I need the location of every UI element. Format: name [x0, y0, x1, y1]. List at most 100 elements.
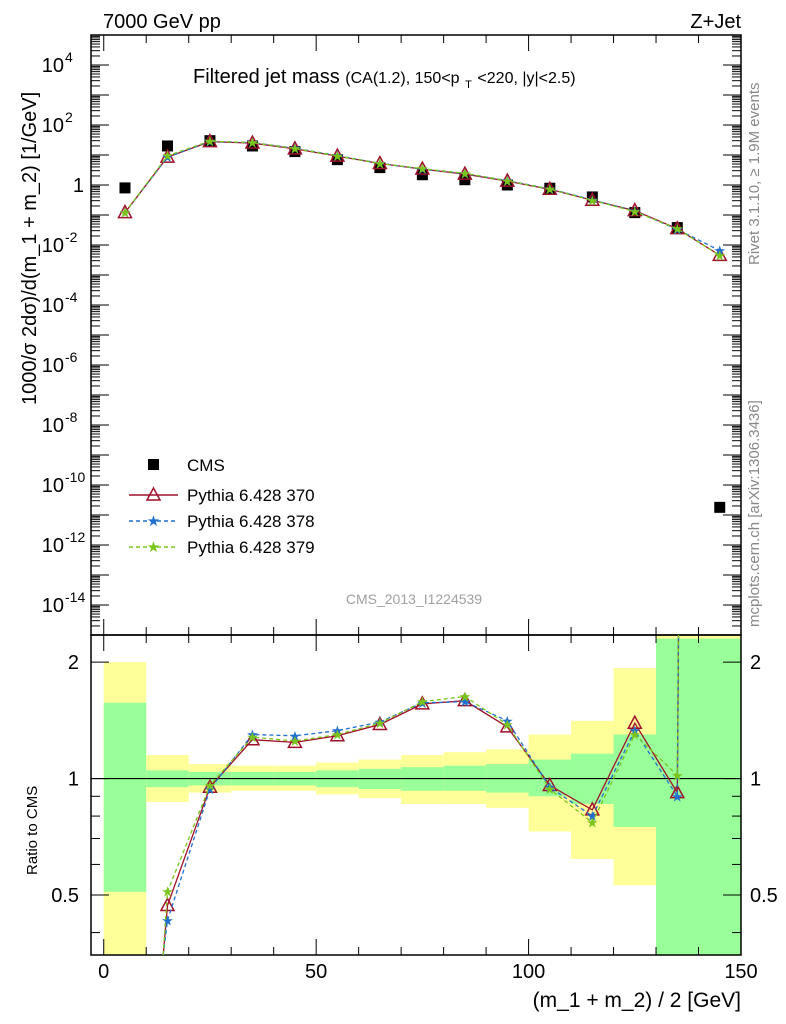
ratio-point-p378: ★	[246, 726, 259, 742]
main-y-tick-exponent: -14	[65, 589, 85, 605]
cms-point	[161, 140, 173, 152]
main-y-tick-label: 10	[42, 355, 64, 377]
point-p379: ★	[416, 161, 429, 177]
main-y-tick-exponent: 2	[65, 109, 73, 125]
plot-title-cuts-sub: T	[465, 79, 472, 91]
point-p379: ★	[671, 221, 684, 237]
legend-label-p379: Pythia 6.428 379	[187, 538, 315, 557]
series-line-p370	[124, 140, 721, 256]
legend-label-p370: Pythia 6.428 370	[187, 486, 315, 505]
point-p379: ★	[459, 165, 472, 181]
main-y-tick-label: 10	[42, 535, 64, 557]
ratio-point-p378: ★	[501, 713, 514, 729]
series-line-p378	[124, 140, 721, 252]
legend-marker-p370	[145, 486, 162, 501]
point-p370	[117, 204, 133, 219]
cms-point	[586, 191, 598, 203]
ratio-axis-ticks: 0.5 0.5 1 1 2 2 0 50 100 150	[51, 635, 778, 983]
ratio-point-p370	[159, 896, 176, 912]
ratio-point-p378: ★	[459, 694, 472, 710]
point-p370	[711, 246, 728, 262]
ratio-line-p379	[162, 634, 680, 956]
main-y-tick-label: 10	[42, 595, 64, 617]
point-p379: ★	[246, 135, 259, 151]
legend-marker-p379: ★	[147, 539, 160, 556]
main-y-tick-exponent: -2	[65, 229, 78, 245]
x-tick-label: 150	[724, 961, 757, 983]
point-p379: ★	[331, 148, 344, 164]
ratio-point-p379: ★	[586, 815, 599, 831]
ratio-point-p378: ★	[161, 912, 174, 928]
ratio-point-p370	[669, 784, 686, 799]
point-p378: ★	[331, 148, 344, 164]
main-y-tick-label: 10	[42, 235, 64, 257]
ratio-y-tick-label-left: 0.5	[51, 885, 79, 907]
cms-point	[374, 162, 386, 174]
main-y-tick-label: 10	[42, 295, 64, 317]
cms-point	[544, 182, 556, 194]
plot-title-cuts-pre: (CA(1.2), 150<p	[345, 70, 459, 87]
ratio-point-p370	[372, 715, 388, 731]
legend-label-p378: Pythia 6.428 378	[187, 512, 315, 531]
ratio-point-p379: ★	[671, 767, 684, 783]
legend-label-cms: CMS	[187, 456, 225, 475]
point-p379: ★	[289, 140, 302, 156]
ratio-point-p379: ★	[416, 694, 429, 710]
main-y-axis-label: 1000/σ 2dσ)/d(m_1 + m_2) [1/GeV]	[19, 92, 41, 405]
cms-point	[289, 146, 301, 158]
ratio-frame	[90, 634, 742, 956]
main-y-tick-label: 10	[42, 415, 64, 437]
point-p379: ★	[501, 173, 514, 189]
cms-point	[629, 207, 641, 219]
main-series: ★★★ ★ ★ ★ ★ ★ ★ ★★★★★★★★★ ★ ★ ★ ★ ★ ★ ★★★★★★	[117, 133, 728, 513]
x-axis-label: (m_1 + m_2) / 2 [GeV]	[533, 989, 741, 1012]
ratio-point-p379: ★	[374, 715, 387, 731]
analysis-id: CMS_2013_I1224539	[346, 591, 482, 607]
ratio-point-p379: ★	[501, 716, 514, 732]
main-y-tick-label: 10	[42, 475, 64, 497]
header-left: 7000 GeV pp	[103, 11, 221, 33]
main-y-tick-exponent: -8	[65, 409, 78, 425]
cms-point	[501, 179, 513, 191]
point-p370	[414, 160, 431, 175]
main-y-tick-exponent: 4	[65, 49, 73, 65]
ratio-y-tick-label-left: 2	[68, 652, 79, 674]
ratio-point-p370	[202, 778, 218, 793]
header-right: Z+Jet	[690, 11, 741, 33]
ratio-line-p370	[162, 634, 680, 956]
point-p379: ★	[629, 204, 642, 220]
point-p379: ★	[119, 205, 132, 221]
plot-title: Filtered jet mass (CA(1.2), 150<p T <220…	[193, 66, 576, 93]
point-p378: ★	[713, 243, 726, 259]
legend: CMS Pythia 6.428 370 ★ Pythia 6.428 378 …	[129, 456, 315, 557]
site-label: mcplots.cern.ch [arXiv:1306.3436]	[746, 400, 763, 627]
cms-point	[246, 140, 258, 152]
ratio-y-tick-label-right: 0.5	[750, 885, 778, 907]
main-y-tick-exponent: -10	[65, 469, 85, 485]
point-p378: ★	[246, 135, 259, 151]
series-line-p379	[124, 140, 721, 256]
cms-point	[331, 154, 343, 166]
point-p378: ★	[544, 181, 557, 197]
ratio-point-p370	[627, 714, 643, 729]
point-p370	[499, 172, 516, 187]
point-p379: ★	[586, 192, 599, 208]
band-green-12	[613, 734, 657, 827]
band-green-13	[656, 638, 741, 955]
ratio-point-p379: ★	[459, 688, 472, 704]
point-p378: ★	[671, 221, 684, 237]
cms-point	[119, 182, 131, 194]
main-y-tick-label: 10	[42, 55, 64, 77]
ratio-point-p378: ★	[629, 723, 642, 739]
point-p378: ★	[586, 192, 599, 208]
ratio-series: ★★★ ★ ★★★ ★★★★★★★★★ ★ ★★★ ★★★★★★	[159, 634, 686, 956]
point-p370	[627, 202, 643, 217]
ratio-point-p379: ★	[161, 884, 174, 900]
ratio-point-p379: ★	[544, 781, 557, 797]
band-green-0	[103, 702, 147, 892]
main-y-tick-exponent: -12	[65, 529, 85, 545]
point-p378: ★	[119, 205, 132, 221]
ratio-y-tick-label-left: 1	[68, 769, 79, 791]
